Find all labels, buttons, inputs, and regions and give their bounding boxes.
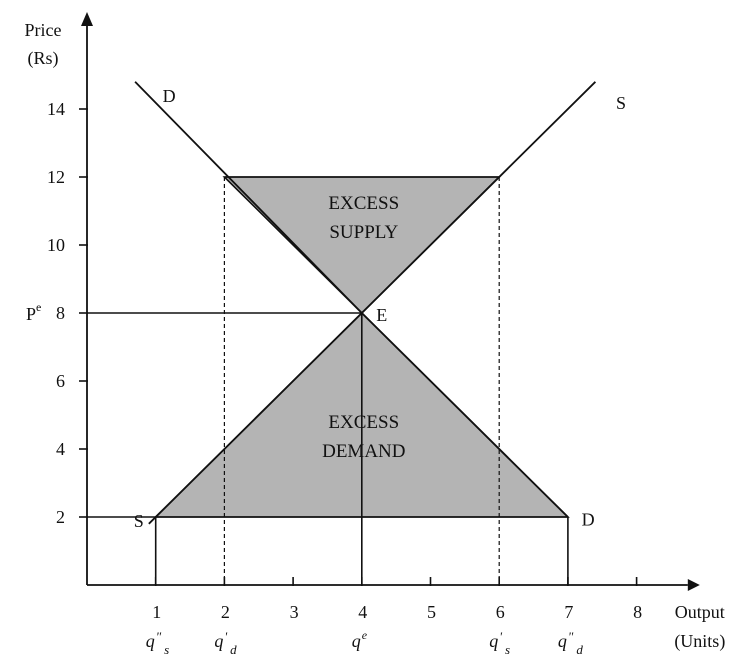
x-tick-label-3: 3 [290,602,299,622]
quantity-label-sub-3: s [505,642,510,657]
quantity-label-1: q'd [214,629,237,657]
x-tick-label-4: 4 [358,602,367,622]
x-axis-title-line-1: (Units) [674,631,725,652]
quantity-label-prime-3: ' [499,629,502,644]
y-axis-arrow [81,12,93,26]
x-tick-label-7: 7 [564,602,573,622]
x-tick-label-5: 5 [427,602,436,622]
quantity-label-sub-0: s [164,642,169,657]
y-tick-label-12: 12 [47,167,65,187]
y-tick-label-14: 14 [47,99,65,119]
x-tick-label-6: 6 [496,602,505,622]
quantity-label-prime-1: ' [224,629,227,644]
quantity-label-0: q"s [146,629,170,657]
curve-label-S-2: S [134,511,144,531]
quantity-label-base-4: q [558,631,567,651]
guides-layer [87,176,569,585]
axes-layer [79,12,700,591]
x-tick-label-2: 2 [221,602,230,622]
region-label-1-0: EXCESS [328,412,399,433]
quantity-label-base-2: q [352,631,361,651]
quantity-label-sub-4: d [576,642,583,657]
x-axis-title-line-0: Output [675,602,725,622]
equilibrium-point-label: E [376,305,387,325]
quantity-label-base-0: q [146,631,155,651]
curve-label-D-0: D [163,86,176,106]
quantity-label-prime-4: " [568,629,574,644]
quantity-label-base-3: q [489,631,498,651]
region-label-0-1: SUPPLY [329,222,398,243]
y-tick-label-6: 6 [56,371,65,391]
y-tick-label-8: 8 [56,303,65,323]
region-label-0-0: EXCESS [328,193,399,214]
y-tick-label-10: 10 [47,235,65,255]
y-axis-title-line-0: Price [25,20,62,40]
curve-S [148,81,597,525]
curves-layer [134,81,597,525]
region-label-1-1: DEMAND [322,441,405,462]
quantity-label-3: q's [489,629,510,657]
y-tick-label-4: 4 [56,439,65,459]
y-axis-title-line-1: (Rs) [28,48,59,69]
equilibrium-price-label: Pe [26,300,41,324]
curve-label-S-1: S [616,93,626,113]
quantity-label-base-1: q [214,631,223,651]
x-tick-label-1: 1 [152,602,161,622]
curve-label-D-3: D [582,510,595,530]
quantity-label-prime-0: " [156,629,162,644]
quantity-label-sub-1: d [230,642,237,657]
quantity-label-4: q"d [558,629,583,657]
equilibrium-price-sup: e [36,300,41,314]
x-tick-label-8: 8 [633,602,642,622]
quantity-label-2: qe [352,628,368,651]
x-axis-arrow [687,579,700,591]
y-tick-label-2: 2 [56,507,65,527]
quantity-label-sup-2: e [362,628,368,642]
